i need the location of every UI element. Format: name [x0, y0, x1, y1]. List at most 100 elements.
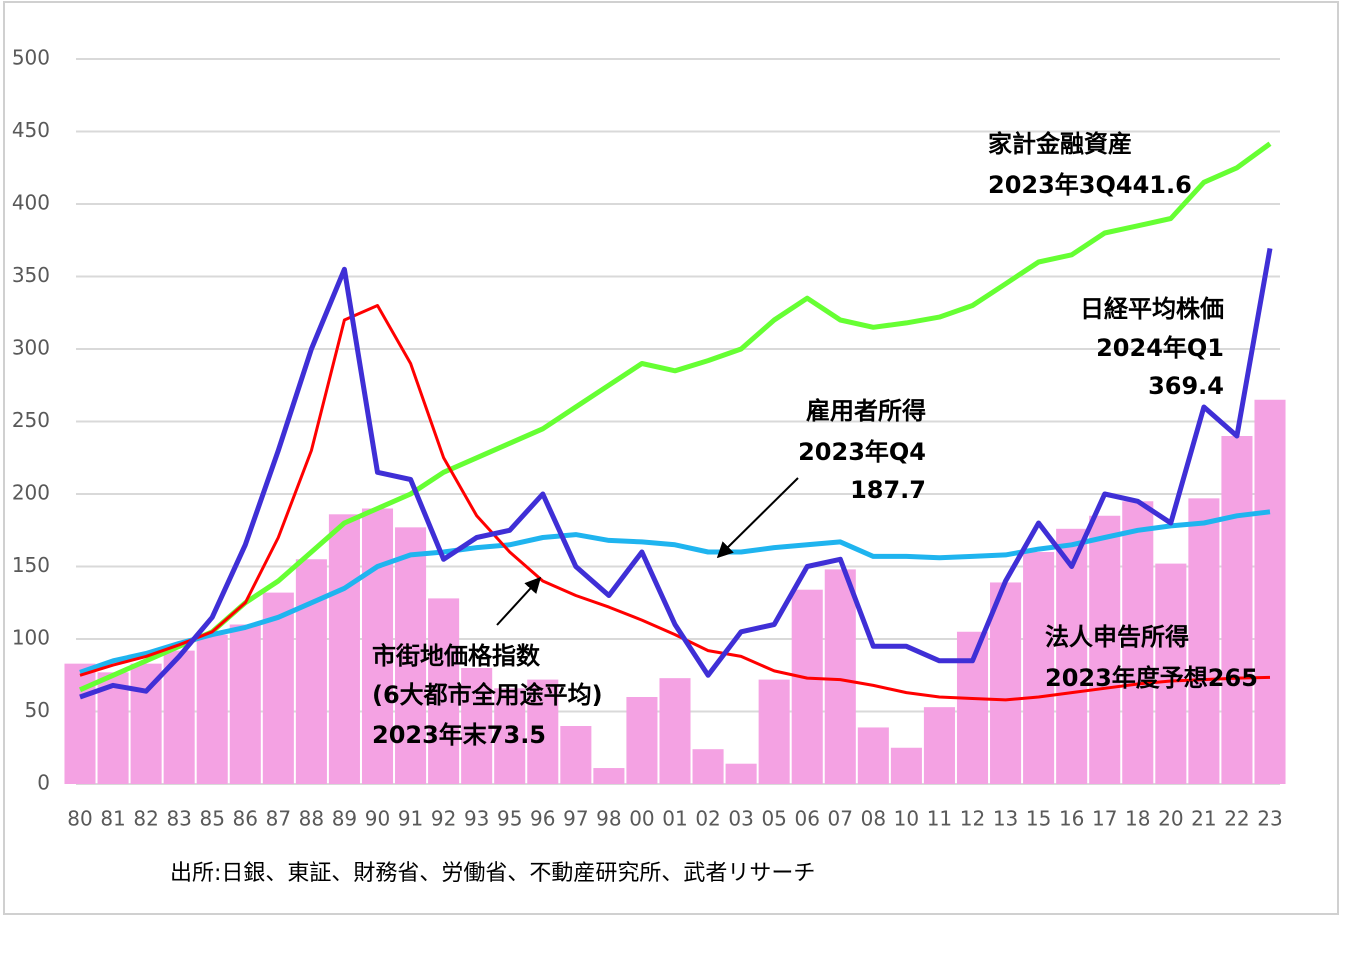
bar	[659, 678, 691, 784]
bar	[328, 514, 360, 784]
y-tick-label: 500	[12, 46, 50, 70]
bar	[626, 697, 658, 784]
annotation: 2023年末73.5	[372, 721, 546, 749]
annotation: 2023年度予想265	[1045, 664, 1258, 692]
y-tick-label: 300	[12, 336, 50, 360]
x-tick-label: 91	[398, 807, 423, 831]
x-tick-label: 18	[1125, 807, 1150, 831]
y-tick-label: 0	[37, 771, 50, 795]
plot	[64, 141, 1286, 784]
x-tick-label: 88	[299, 807, 324, 831]
line	[79, 247, 1273, 700]
bar	[196, 634, 228, 784]
series-label: 日経平均株価	[1080, 295, 1224, 323]
line	[78, 141, 1272, 693]
x-tick-label: 06	[794, 807, 819, 831]
bar	[1155, 563, 1187, 784]
x-tick-label: 90	[365, 807, 390, 831]
bar	[527, 679, 559, 784]
bar	[1089, 515, 1121, 784]
bar	[461, 668, 493, 784]
bar	[1221, 436, 1253, 784]
x-tick-label: 92	[431, 807, 456, 831]
y-tick-label: 400	[12, 191, 50, 215]
series-label: 家計金融資産	[988, 130, 1132, 158]
bar	[560, 726, 592, 784]
bar	[857, 727, 889, 784]
bar	[890, 747, 922, 784]
x-tick-label: 83	[166, 807, 191, 831]
x-tick-label: 86	[233, 807, 258, 831]
x-tick-label: 11	[927, 807, 952, 831]
x-tick-label: 12	[960, 807, 985, 831]
annotation: 369.4	[1148, 372, 1224, 400]
x-tick-label: 89	[332, 807, 357, 831]
x-tick-label: 23	[1257, 807, 1282, 831]
bar	[791, 589, 823, 784]
bar	[1056, 528, 1088, 784]
x-tick-label: 16	[1059, 807, 1084, 831]
y-tick-label: 250	[12, 408, 50, 432]
bar	[1023, 552, 1055, 784]
y-tick-label: 200	[12, 481, 50, 505]
bar	[593, 768, 625, 784]
bar	[229, 624, 261, 784]
x-tick-label: 02	[695, 807, 720, 831]
annotation: (6大都市全用途平均)	[372, 681, 603, 709]
annotation: 2023年Q4	[798, 438, 926, 466]
x-tick-label: 22	[1224, 807, 1249, 831]
y-tick-label: 450	[12, 118, 50, 142]
bar	[1188, 498, 1220, 784]
arrow	[496, 576, 542, 626]
x-tick-label: 17	[1092, 807, 1117, 831]
bar	[163, 650, 195, 784]
bar	[295, 559, 327, 784]
annotation: 2024年Q1	[1096, 334, 1224, 362]
x-tick-label: 01	[662, 807, 687, 831]
x-tick-label: 05	[761, 807, 786, 831]
x-tick-label: 81	[100, 807, 125, 831]
bar	[1122, 501, 1154, 784]
bar	[990, 582, 1022, 784]
x-tick-label: 03	[728, 807, 753, 831]
bar	[361, 508, 394, 784]
y-tick-label: 50	[25, 698, 50, 722]
bar	[824, 569, 856, 784]
x-tick-label: 98	[596, 807, 621, 831]
bar	[262, 592, 294, 784]
x-tick-label: 08	[861, 807, 886, 831]
series-label: 市街地価格指数	[372, 642, 541, 670]
x-tick-label: 87	[266, 807, 291, 831]
bar	[923, 707, 955, 784]
y-tick-label: 150	[12, 553, 50, 577]
line	[79, 509, 1271, 675]
annotation: 2023年3Q441.6	[988, 171, 1192, 199]
source-note: 出所:日銀、東証、財務省、労働省、不動産研究所、武者リサーチ	[170, 861, 815, 886]
series-label: 法人申告所得	[1045, 623, 1189, 651]
x-tick-label: 00	[629, 807, 654, 831]
x-tick-label: 21	[1191, 807, 1216, 831]
bar	[395, 527, 427, 784]
annotation: 187.7	[850, 476, 926, 504]
bar	[428, 598, 460, 784]
x-tick-label: 93	[464, 807, 489, 831]
x-tick-label: 20	[1158, 807, 1183, 831]
x-tick-label: 82	[133, 807, 158, 831]
x-tick-label: 95	[497, 807, 522, 831]
x-tick-label: 13	[993, 807, 1018, 831]
x-tick-label: 80	[67, 807, 92, 831]
arrow	[716, 477, 799, 559]
y-tick-label: 350	[12, 263, 50, 287]
bar	[725, 763, 757, 784]
bar	[692, 749, 724, 784]
x-tick-label: 97	[563, 807, 588, 831]
x-tick-label: 10	[894, 807, 919, 831]
x-tick-label: 07	[828, 807, 853, 831]
x-tick-label: 15	[1026, 807, 1051, 831]
line	[79, 304, 1271, 702]
bar	[758, 679, 790, 784]
series-label: 雇用者所得	[806, 397, 926, 425]
